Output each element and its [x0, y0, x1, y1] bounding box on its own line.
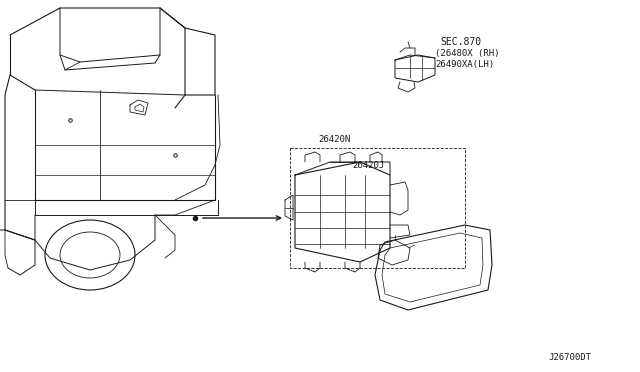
- Bar: [290, 148, 465, 268]
- Text: J26700DT: J26700DT: [548, 353, 591, 362]
- Text: SEC.870: SEC.870: [440, 37, 481, 47]
- Text: 26420J: 26420J: [352, 161, 384, 170]
- Text: 26420N: 26420N: [318, 135, 350, 144]
- Text: 26490XA(LH): 26490XA(LH): [435, 60, 494, 69]
- Text: (26480X (RH): (26480X (RH): [435, 49, 499, 58]
